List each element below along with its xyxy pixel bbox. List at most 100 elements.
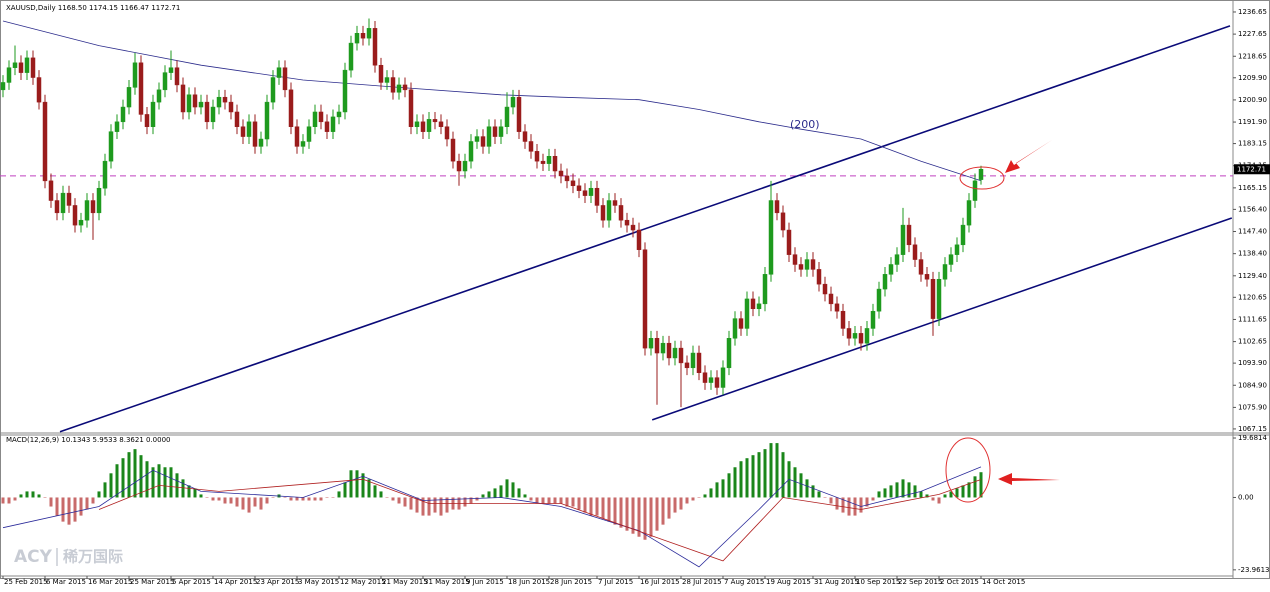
- histogram-bar: [253, 497, 257, 507]
- x-tick-label: 9 Jun 2015: [466, 578, 504, 586]
- x-tick-label: 23 Apr 2015: [256, 578, 299, 586]
- histogram-bar: [739, 461, 743, 498]
- candle-body: [600, 205, 606, 221]
- candle-body: [534, 151, 540, 162]
- candle-body: [234, 111, 240, 127]
- x-tick-label: 14 Apr 2015: [214, 578, 257, 586]
- y-tick-label: 1120.65: [1238, 293, 1267, 301]
- histogram-bar: [835, 497, 839, 510]
- candle-body: [396, 84, 402, 93]
- histogram-bar: [889, 485, 893, 498]
- candle-body: [246, 121, 252, 137]
- histogram-bar: [727, 473, 731, 498]
- histogram-bar: [223, 497, 227, 504]
- histogram-bar: [655, 497, 659, 531]
- x-tick-label: 28 Jul 2015: [682, 578, 722, 586]
- histogram-bar: [397, 497, 401, 504]
- histogram-bar: [481, 494, 485, 498]
- y-tick-label: 1218.65: [1238, 52, 1267, 60]
- y-tick-label: 1067.15: [1238, 425, 1267, 433]
- histogram-bar: [307, 497, 311, 501]
- candle-body: [120, 106, 126, 123]
- candle-body: [6, 67, 12, 83]
- candle-body: [474, 136, 480, 142]
- candle-body: [702, 372, 708, 383]
- candle-body: [576, 185, 582, 191]
- candle-body: [630, 224, 636, 231]
- histogram-bar: [19, 494, 23, 498]
- histogram-bar: [709, 488, 713, 498]
- candle-body: [942, 264, 948, 280]
- x-tick-label: 2 Oct 2015: [940, 578, 979, 586]
- histogram-bar: [865, 497, 869, 507]
- candle-body: [810, 259, 816, 270]
- candle-body: [42, 101, 48, 182]
- histogram-bar: [61, 497, 65, 522]
- histogram-bar: [577, 497, 581, 510]
- candle-body: [936, 278, 942, 319]
- histogram-bar: [271, 497, 275, 498]
- x-tick-label: 7 Aug 2015: [724, 578, 764, 586]
- x-tick-label: 25 Mar 2015: [130, 578, 174, 586]
- histogram-bar: [175, 473, 179, 498]
- candle-body: [78, 219, 84, 226]
- histogram-bar: [805, 479, 809, 498]
- histogram-bar: [907, 482, 911, 498]
- x-tick-label: 31 Aug 2015: [814, 578, 859, 586]
- histogram-bar: [751, 455, 755, 498]
- candle-body: [270, 77, 276, 103]
- candle-body: [690, 352, 696, 369]
- candle-body: [714, 377, 720, 388]
- histogram-bar: [337, 491, 341, 498]
- histogram-bar: [679, 497, 683, 510]
- histogram-bar: [547, 497, 551, 504]
- histogram-bar: [91, 497, 95, 504]
- y-tick-label: 1227.65: [1238, 30, 1267, 38]
- candle-body: [708, 377, 714, 383]
- histogram-bar: [283, 497, 287, 498]
- candle-body: [612, 200, 618, 206]
- candle-body: [294, 126, 300, 147]
- candle-body: [252, 121, 258, 147]
- candle-body: [720, 367, 726, 388]
- histogram-bar: [217, 497, 221, 501]
- candle-body: [522, 131, 528, 142]
- y-tick-label: 1093.90: [1238, 359, 1267, 367]
- candle-body: [480, 136, 486, 147]
- trend-line: [651, 217, 1233, 421]
- histogram-bar: [841, 497, 845, 513]
- histogram-bar: [715, 482, 719, 498]
- histogram-bar: [97, 491, 101, 498]
- candle-body: [168, 67, 174, 73]
- histogram-bar: [871, 497, 875, 501]
- candle-body: [552, 155, 558, 172]
- moving-average: [2, 20, 982, 182]
- candle-body: [324, 121, 330, 132]
- histogram-bar: [331, 497, 335, 498]
- candle-body: [966, 200, 972, 226]
- candle-body: [348, 42, 354, 71]
- histogram-bar: [559, 497, 563, 504]
- arrow: [998, 473, 1060, 485]
- histogram-bar: [49, 497, 53, 507]
- histogram-bar: [781, 452, 785, 498]
- histogram-bar: [319, 497, 323, 501]
- histogram-bar: [937, 497, 941, 504]
- histogram-bar: [235, 497, 239, 507]
- histogram-bar: [961, 485, 965, 498]
- candle-body: [768, 200, 774, 275]
- candle-body: [426, 119, 432, 132]
- histogram-bar: [811, 485, 815, 498]
- candle-body: [528, 141, 534, 152]
- trend-line: [59, 25, 1231, 433]
- candle-body: [378, 64, 384, 83]
- candle-body: [342, 69, 348, 113]
- y-tick-label: 1209.90: [1238, 74, 1267, 82]
- histogram-bar: [619, 497, 623, 528]
- candle-body: [30, 57, 36, 78]
- candle-body: [468, 141, 474, 162]
- candle-body: [756, 303, 762, 310]
- histogram-bar: [757, 452, 761, 498]
- candle-body: [726, 338, 732, 369]
- histogram-bar: [1, 497, 5, 504]
